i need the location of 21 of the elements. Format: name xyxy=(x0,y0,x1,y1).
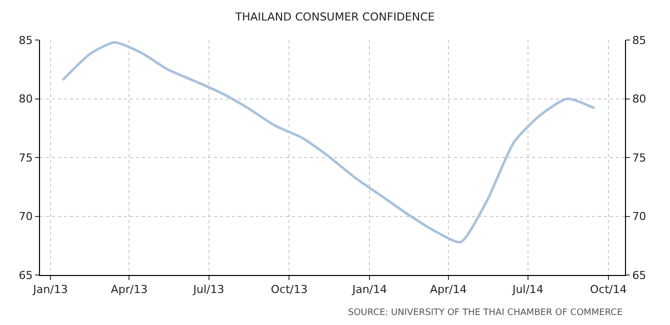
y-tick-label: 80 xyxy=(18,92,33,106)
y-tick-label: 65 xyxy=(18,268,33,282)
y2-tick-label: 70 xyxy=(632,210,646,224)
x-tick-label: Jan/13 xyxy=(32,283,68,296)
x-tick-label: Apr/14 xyxy=(430,283,467,296)
y2-tick-label: 80 xyxy=(632,92,646,106)
x-tick-label: Apr/13 xyxy=(110,283,148,296)
x-tick-label: Oct/14 xyxy=(590,283,627,296)
x-tick-label: Jan/14 xyxy=(351,283,387,296)
line-series xyxy=(61,41,596,244)
x-tick-label: Jul/14 xyxy=(511,283,544,296)
x-tick-label: Oct/13 xyxy=(270,283,308,296)
y-tick-label: 70 xyxy=(18,210,33,224)
x-tick-label: Jul/13 xyxy=(192,283,224,296)
y-tick-label: 85 xyxy=(18,34,33,47)
y2-tick-label: 85 xyxy=(632,34,646,47)
y-tick-label: 75 xyxy=(18,151,33,164)
source-note: SOURCE: UNIVERSITY OF THE THAI CHAMBER OF COMMERCE xyxy=(348,308,623,318)
y2-tick-label: 75 xyxy=(632,151,646,164)
chart-title: THAILAND CONSUMER CONFIDENCE xyxy=(234,10,435,24)
y2-tick-label: 65 xyxy=(632,268,646,282)
